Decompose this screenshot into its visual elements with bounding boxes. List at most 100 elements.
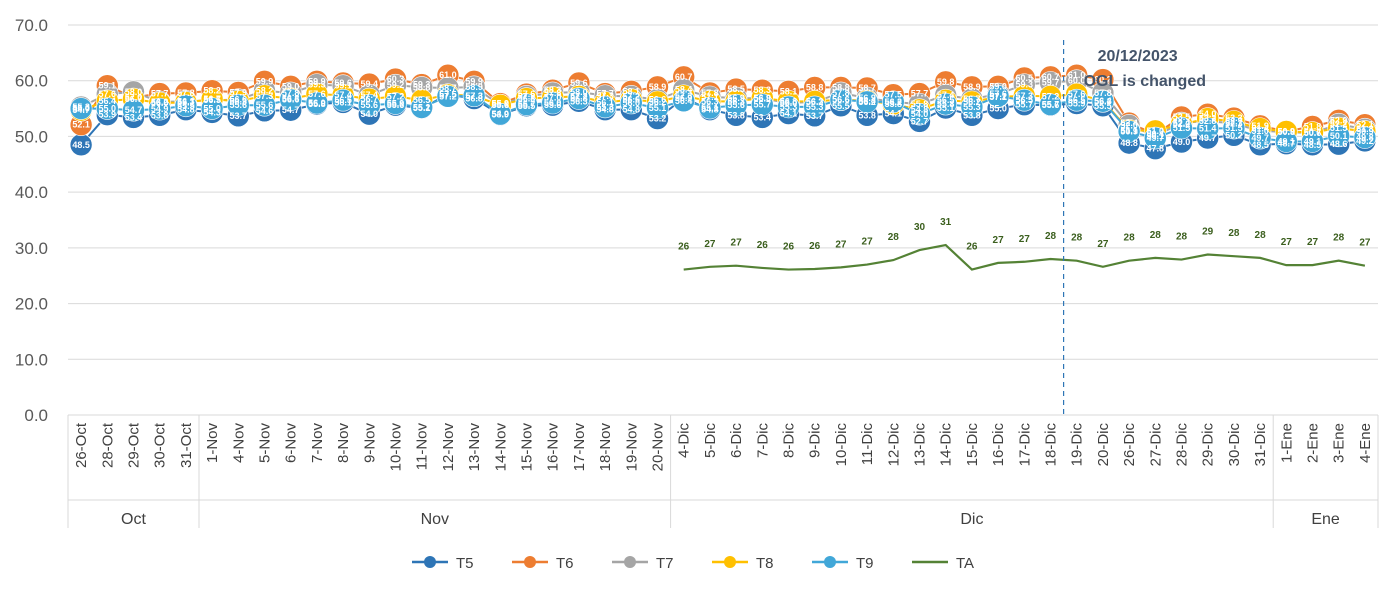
data-label-t9: 57.2 <box>989 91 1007 101</box>
data-label-t5: 53.4 <box>125 112 143 122</box>
data-label-t7: 59.3 <box>1016 80 1034 90</box>
data-label-t5: 54.7 <box>282 105 300 115</box>
data-point-t9 <box>1039 93 1062 116</box>
data-label-t6: 57.6 <box>518 89 536 99</box>
data-label-t5: 53.9 <box>99 110 117 120</box>
data-label-t9: 54.9 <box>151 104 169 114</box>
data-label-ta: 28 <box>1176 232 1188 243</box>
data-label-t6: 59.6 <box>334 78 352 88</box>
data-point-t9 <box>148 97 171 121</box>
x-tick-label: 13-Nov <box>466 423 483 472</box>
legend-marker <box>624 556 636 568</box>
data-label-t6: 54.0 <box>1199 109 1217 119</box>
data-label-t7: 59.1 <box>334 81 352 91</box>
data-label-t6: 57.7 <box>596 89 614 99</box>
data-label-ta: 28 <box>1150 230 1162 241</box>
data-label-t7: 52.2 <box>1330 119 1348 129</box>
data-label-t7: 58.0 <box>570 87 588 97</box>
legend-item-ta: TA <box>912 555 974 572</box>
data-label-t6: 52.1 <box>72 120 90 130</box>
x-tick-label: 11-Nov <box>414 423 431 471</box>
data-label-t6: 52.1 <box>1356 120 1374 130</box>
data-label-t6: 57.9 <box>230 87 248 97</box>
data-label-t6: 59.8 <box>937 77 955 87</box>
data-label-t8: 56.6 <box>832 95 850 105</box>
data-label-t6: 55.9 <box>492 99 510 109</box>
legend-item-t5: T5 <box>412 555 474 572</box>
data-label-t6: 53.3 <box>1225 113 1243 123</box>
data-label-t6: 57.8 <box>177 88 195 98</box>
data-label-t5: 55.6 <box>387 100 405 110</box>
x-tick-label: 9-Nov <box>361 423 378 464</box>
data-label-t8: 56.4 <box>858 96 876 106</box>
x-tick-label: 28-Oct <box>99 422 116 468</box>
x-tick-label: 30-Oct <box>152 422 169 468</box>
data-label-t6: 60.7 <box>675 72 693 82</box>
data-label-t9: 56.3 <box>1094 96 1112 106</box>
x-tick-label: 10-Nov <box>388 423 405 472</box>
data-point-t9 <box>567 87 591 110</box>
x-tick-label: 12-Nov <box>440 423 457 472</box>
data-label-t8: 55.8 <box>885 99 903 109</box>
data-label-t9: 56.5 <box>334 95 352 105</box>
data-labels: 48.5 53.9 53.4 53.8 54.8 54.3 53.7 54.6 54.7 55.8… <box>72 70 1373 252</box>
legend-marker <box>424 556 436 568</box>
data-label-t5: 48.6 <box>1330 139 1348 149</box>
x-tick-label: 7-Nov <box>309 423 326 464</box>
x-tick-label: 17-Nov <box>571 423 588 472</box>
data-label-t9: 57.2 <box>439 91 457 101</box>
data-point-t9 <box>1065 88 1088 112</box>
data-label-t5: 52.7 <box>911 116 929 126</box>
data-point-t9 <box>462 84 486 108</box>
data-point-t9 <box>1353 126 1377 149</box>
x-tick-label: 16-Dic <box>990 423 1007 467</box>
x-tick-label: 19-Nov <box>623 423 640 472</box>
y-tick-label: 60.0 <box>15 72 48 91</box>
data-label-t6: 59.9 <box>308 76 326 86</box>
data-label-t7: 55.3 <box>72 102 90 112</box>
data-label-t7: 57.2 <box>518 91 536 101</box>
data-label-t7: 52.3 <box>1225 119 1243 129</box>
data-label-t6: 52.4 <box>1120 118 1138 128</box>
data-label-t8: 57.3 <box>256 91 274 101</box>
x-tick-label: 6-Dic <box>728 423 745 459</box>
data-label-t6: 58.3 <box>754 85 772 95</box>
x-tick-label: 2-Ene <box>1305 423 1322 463</box>
data-label-t8: 57.6 <box>1068 89 1086 99</box>
data-label-t8: 57.0 <box>544 92 562 102</box>
y-tick-label: 0.0 <box>24 406 48 425</box>
x-tick-label: 1-Ene <box>1278 423 1295 463</box>
data-label-t5: 49.2 <box>1356 136 1374 146</box>
data-label-t7: 52.0 <box>1120 120 1138 130</box>
data-label-t7: 51.0 <box>1251 126 1269 136</box>
data-label-t7: 57.4 <box>361 90 379 100</box>
data-label-ta: 28 <box>1071 233 1083 244</box>
data-label-t5: 55.5 <box>518 101 536 111</box>
data-label-t5: 55.7 <box>1016 100 1034 110</box>
data-series <box>69 63 1377 271</box>
data-point-t9 <box>69 97 93 120</box>
data-point-t9 <box>122 98 145 122</box>
data-label-t9: 55.0 <box>99 104 117 114</box>
data-label-ta: 26 <box>678 242 690 253</box>
data-label-ta: 28 <box>1228 228 1240 239</box>
data-label-t8: 57.2 <box>570 91 588 101</box>
data-label-t7: 52.8 <box>1199 116 1217 126</box>
data-label-t5: 53.8 <box>727 110 745 120</box>
data-label-ta: 27 <box>1097 239 1109 250</box>
data-label-t8: 56.4 <box>99 96 117 106</box>
data-label-t7: 56.2 <box>151 97 169 107</box>
data-label-t9: 55.6 <box>256 100 274 110</box>
data-point-t9 <box>279 88 303 111</box>
data-label-t5: 54.3 <box>203 107 221 117</box>
x-tick-label: 26-Dic <box>1121 423 1138 467</box>
data-label-t8: 57.3 <box>465 91 483 101</box>
data-point-t9 <box>619 91 643 115</box>
data-label-t5: 48.5 <box>1251 140 1269 150</box>
data-label-ta: 28 <box>1255 230 1267 241</box>
data-label-t9: 55.3 <box>963 102 981 112</box>
data-label-t9: 50.9 <box>1120 126 1138 136</box>
data-label-t6: 57.8 <box>701 88 719 98</box>
x-axis: 26-Oct 28-Oct 29-Oct 30-Oct 31-Oct 1-Nov 4-Nov… <box>67 415 1379 528</box>
data-point-t9 <box>986 85 1010 108</box>
